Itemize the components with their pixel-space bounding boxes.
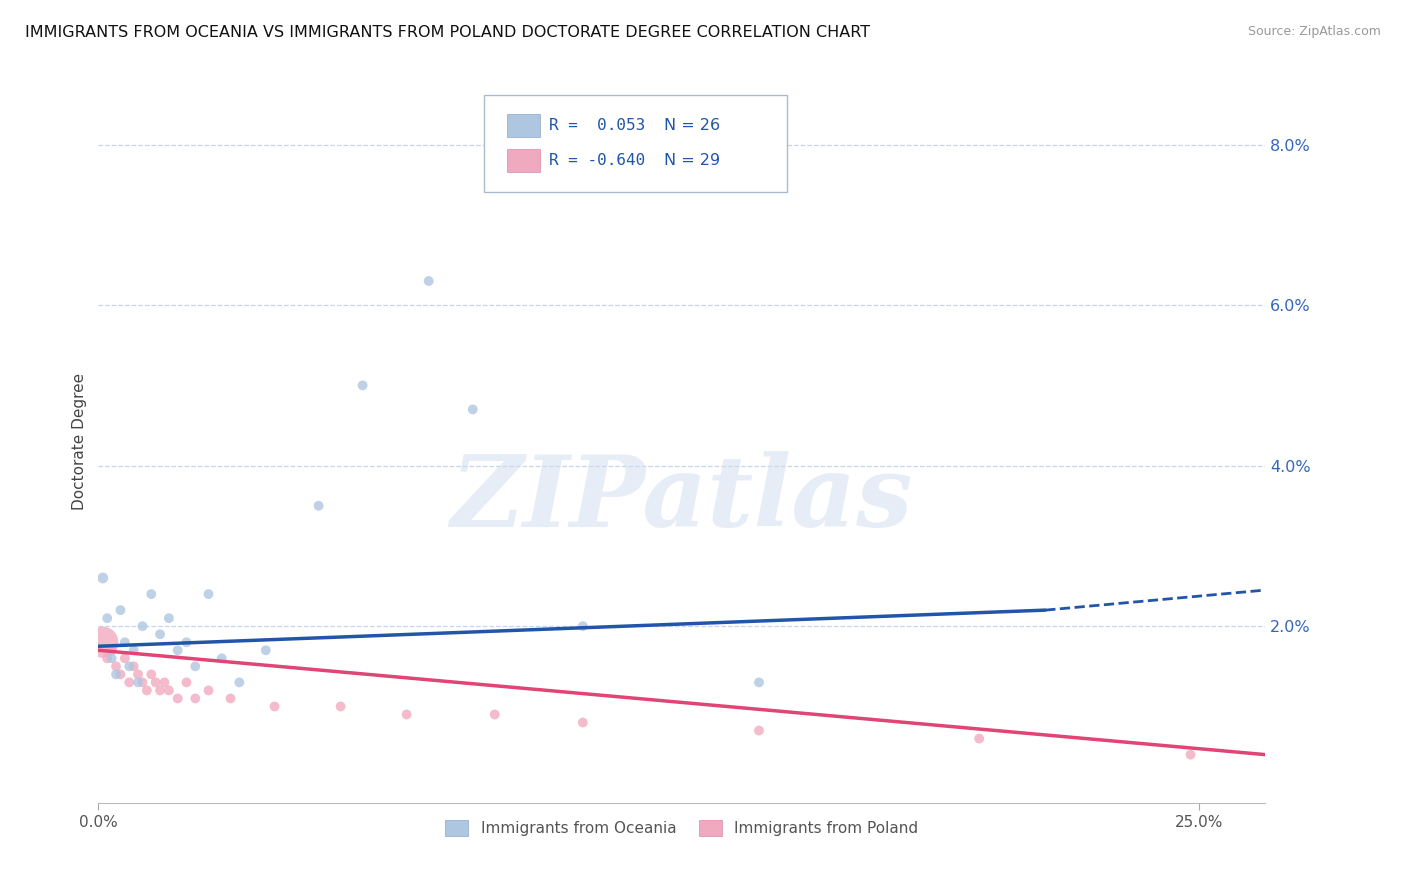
Text: R =  0.053: R = 0.053 <box>548 118 645 133</box>
Point <box>197 683 219 698</box>
Point <box>572 619 595 633</box>
Point <box>96 651 118 665</box>
Legend: Immigrants from Oceania, Immigrants from Poland: Immigrants from Oceania, Immigrants from… <box>439 814 925 842</box>
Point <box>176 635 198 649</box>
Point <box>127 675 149 690</box>
Text: N = 26: N = 26 <box>665 118 720 133</box>
Text: IMMIGRANTS FROM OCEANIA VS IMMIGRANTS FROM POLAND DOCTORATE DEGREE CORRELATION C: IMMIGRANTS FROM OCEANIA VS IMMIGRANTS FR… <box>25 25 870 40</box>
Point <box>122 643 145 657</box>
Point <box>254 643 277 657</box>
Point <box>308 499 330 513</box>
Point <box>352 378 374 392</box>
Point <box>461 402 484 417</box>
Point <box>166 643 188 657</box>
Point <box>329 699 352 714</box>
Point <box>418 274 440 288</box>
Point <box>100 651 122 665</box>
Point <box>149 627 172 641</box>
Point <box>157 683 180 698</box>
Point <box>748 723 770 738</box>
Point <box>157 611 180 625</box>
Point <box>1180 747 1202 762</box>
Point <box>263 699 285 714</box>
Point <box>114 635 136 649</box>
Point <box>141 667 163 681</box>
FancyBboxPatch shape <box>508 149 540 172</box>
Y-axis label: Doctorate Degree: Doctorate Degree <box>72 373 87 510</box>
Point <box>395 707 418 722</box>
Point <box>141 587 163 601</box>
Point <box>176 675 198 690</box>
Point <box>118 675 141 690</box>
Point <box>219 691 242 706</box>
Point <box>135 683 157 698</box>
Point <box>166 691 188 706</box>
Point <box>197 587 219 601</box>
Point <box>184 659 207 673</box>
Point <box>114 651 136 665</box>
Point <box>127 667 149 681</box>
Point <box>572 715 595 730</box>
Point <box>118 659 141 673</box>
Point <box>228 675 250 690</box>
Point <box>184 691 207 706</box>
Point <box>131 619 153 633</box>
FancyBboxPatch shape <box>508 113 540 136</box>
Text: ZIPatlas: ZIPatlas <box>451 451 912 548</box>
Text: Source: ZipAtlas.com: Source: ZipAtlas.com <box>1247 25 1381 38</box>
Text: R = -0.640: R = -0.640 <box>548 153 645 168</box>
Point <box>105 667 128 681</box>
Point <box>748 675 770 690</box>
Point <box>131 675 153 690</box>
Point <box>105 659 128 673</box>
Point <box>967 731 990 746</box>
Point <box>484 707 506 722</box>
Point <box>122 659 145 673</box>
Point <box>149 683 172 698</box>
Point <box>96 611 118 625</box>
Point <box>91 571 114 585</box>
Point <box>110 603 132 617</box>
Point <box>110 667 132 681</box>
Point <box>153 675 176 690</box>
Point <box>145 675 167 690</box>
Point <box>91 635 114 649</box>
FancyBboxPatch shape <box>484 95 787 193</box>
Text: N = 29: N = 29 <box>665 153 720 168</box>
Point <box>100 643 122 657</box>
Point <box>211 651 233 665</box>
